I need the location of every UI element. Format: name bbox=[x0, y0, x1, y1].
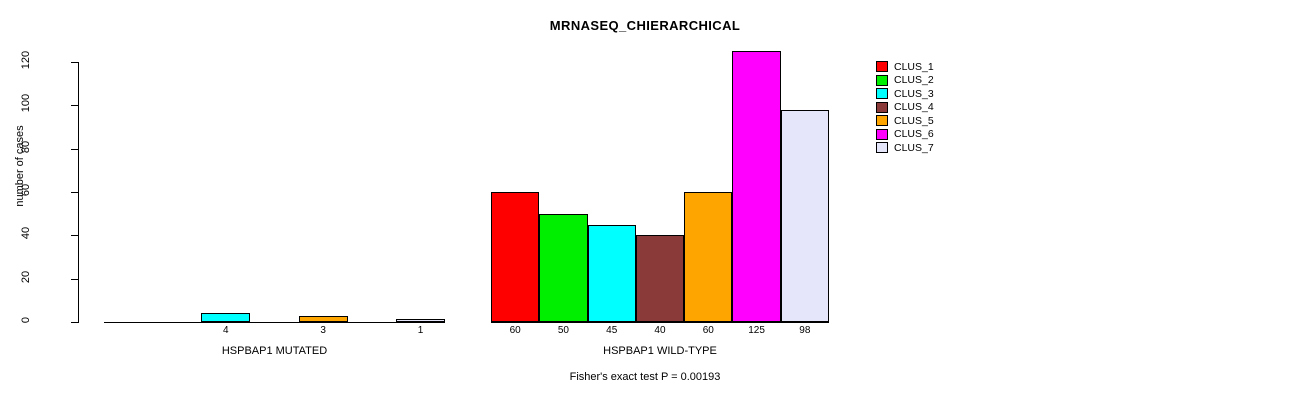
group-axis-label: HSPBAP1 MUTATED bbox=[221, 345, 328, 357]
bar-value-label: 60 bbox=[702, 325, 714, 336]
bar[interactable] bbox=[780, 109, 829, 322]
x-axis-baseline bbox=[491, 322, 829, 323]
bar-value-label: 125 bbox=[748, 325, 765, 336]
bar-value-label: 98 bbox=[799, 325, 811, 336]
bar-value-label bbox=[153, 325, 202, 336]
y-axis-label-wrapper: number of cases bbox=[14, 96, 26, 236]
legend-item[interactable]: CLUS_7 bbox=[876, 141, 934, 155]
y-axis-tick bbox=[71, 105, 78, 107]
bar[interactable] bbox=[201, 313, 251, 322]
bar-series bbox=[104, 62, 445, 322]
bar[interactable] bbox=[298, 315, 348, 322]
bar-value-labels: 4 3 1 bbox=[104, 325, 445, 336]
group-axis-label: HSPBAP1 WILD-TYPE bbox=[603, 345, 717, 357]
legend-item-label: CLUS_3 bbox=[894, 87, 934, 100]
legend-item-label: CLUS_6 bbox=[894, 128, 934, 140]
y-axis-tick bbox=[71, 62, 78, 63]
bar-value-labels: 60 50 45 40 60 125 98 bbox=[491, 325, 829, 336]
legend-item-label: CLUS_7 bbox=[894, 141, 934, 154]
y-axis-tick bbox=[71, 322, 78, 323]
chart-title: MRNASEQ_CHIERARCHICAL bbox=[549, 18, 741, 33]
bar-group: 60 50 45 40 60 125 98 HSPBAP1 WILD-TYPE bbox=[491, 51, 829, 357]
legend-item-label: CLUS_5 bbox=[894, 114, 934, 127]
bar-value-label bbox=[250, 325, 299, 336]
bar[interactable] bbox=[684, 192, 733, 322]
bar-value-label bbox=[104, 325, 153, 336]
legend-item-label: CLUS_2 bbox=[894, 74, 934, 86]
legend-item[interactable]: CLUS_3 bbox=[876, 87, 934, 101]
legend-item[interactable]: CLUS_2 bbox=[876, 74, 934, 88]
bar-value-label: 3 bbox=[320, 325, 326, 336]
bar[interactable] bbox=[396, 319, 445, 322]
legend-item[interactable]: CLUS_4 bbox=[876, 101, 934, 115]
chart-legend: CLUS_1 CLUS_2 CLUS_3 CLUS_4 CLUS_5 CLUS_6 CLUS… bbox=[876, 60, 934, 155]
legend-color-swatch bbox=[876, 88, 888, 100]
legend-item[interactable]: CLUS_6 bbox=[876, 128, 934, 142]
legend-item[interactable]: CLUS_5 bbox=[876, 114, 934, 128]
bar[interactable] bbox=[539, 213, 588, 322]
legend-color-swatch bbox=[876, 61, 888, 73]
legend-item-label: CLUS_4 bbox=[894, 101, 934, 113]
bar[interactable] bbox=[491, 192, 540, 322]
bar[interactable] bbox=[635, 235, 685, 322]
bar-value-label: 60 bbox=[509, 325, 521, 336]
bar-value-label: 45 bbox=[606, 325, 618, 336]
bar-value-label: 4 bbox=[222, 325, 229, 336]
statistical-annotation: Fisher's exact test P = 0.00193 bbox=[569, 371, 721, 383]
legend-color-swatch bbox=[876, 115, 888, 127]
y-axis-tick bbox=[71, 278, 78, 280]
legend-color-swatch bbox=[876, 128, 888, 140]
legend-color-swatch bbox=[876, 142, 888, 154]
y-axis-tick-label: 120 bbox=[20, 50, 32, 70]
bar[interactable] bbox=[587, 224, 636, 322]
bar-value-label bbox=[348, 325, 397, 336]
x-axis-baseline bbox=[104, 322, 445, 323]
y-axis-tick bbox=[71, 148, 78, 150]
y-axis-line bbox=[78, 62, 79, 323]
bar-value-label: 50 bbox=[557, 325, 569, 336]
bar-value-label: 1 bbox=[417, 325, 424, 336]
y-axis-tick bbox=[71, 192, 78, 193]
bar-group: 4 3 1 HSPBAP1 MUTATED bbox=[104, 62, 445, 357]
y-axis-label: number of cases bbox=[14, 125, 26, 207]
y-axis-tick bbox=[71, 235, 78, 237]
bar-value-label: 40 bbox=[654, 325, 666, 336]
legend-item[interactable]: CLUS_1 bbox=[876, 60, 934, 74]
legend-color-swatch bbox=[876, 101, 888, 113]
legend-color-swatch bbox=[876, 74, 888, 86]
legend-item-label: CLUS_1 bbox=[894, 60, 934, 73]
bar[interactable] bbox=[732, 51, 781, 322]
bar-series bbox=[491, 51, 829, 322]
